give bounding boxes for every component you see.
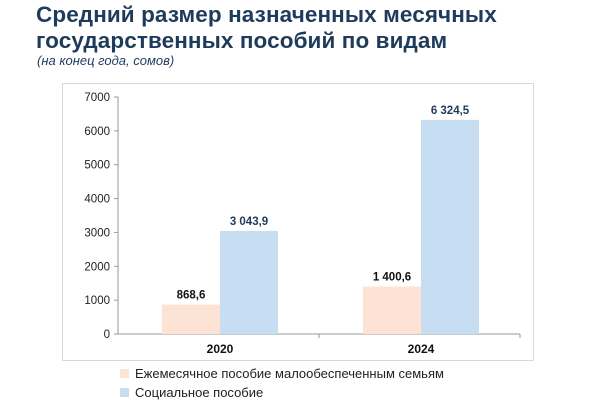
x-tick-label: 2020 [207, 342, 234, 356]
bar-low-income-family-benefit-2020 [162, 304, 220, 334]
legend-item: Социальное пособие [120, 383, 444, 402]
legend-swatch [120, 369, 129, 378]
data-label: 6 324,5 [431, 105, 470, 117]
y-tick-label: 2000 [84, 261, 110, 273]
y-tick-label: 3000 [84, 227, 110, 239]
legend-label: Ежемесячное пособие малообеспеченным сем… [135, 366, 444, 381]
y-tick-label: 4000 [84, 194, 110, 206]
chart-legend: Ежемесячное пособие малообеспеченным сем… [120, 364, 444, 402]
legend-item: Ежемесячное пособие малообеспеченным сем… [120, 364, 444, 383]
bar-social-benefit-2020 [220, 230, 278, 334]
legend-swatch [120, 388, 129, 397]
y-tick-label: 5000 [84, 160, 110, 172]
chart-title: Средний размер назначенных месячных госу… [36, 2, 596, 54]
y-tick-label: 1000 [84, 295, 110, 307]
data-label: 868,6 [177, 290, 206, 302]
chart-area-frame [62, 83, 534, 361]
y-tick-label: 0 [104, 329, 110, 341]
chart-title-line-1: Средний размер назначенных месячных [36, 2, 497, 27]
legend-label: Социальное пособие [135, 385, 264, 400]
chart-subtitle: (на конец года, сомов) [37, 53, 175, 68]
data-label: 3 043,9 [230, 216, 268, 228]
chart-title-line-2: государственных пособий по видам [36, 28, 448, 53]
y-tick-label: 6000 [84, 126, 110, 138]
data-label: 1 400,6 [373, 272, 411, 284]
y-tick-label: 7000 [84, 92, 110, 104]
bar-low-income-family-benefit-2024 [363, 286, 421, 334]
bar-social-benefit-2024 [421, 119, 479, 334]
x-tick-label: 2024 [408, 342, 435, 356]
